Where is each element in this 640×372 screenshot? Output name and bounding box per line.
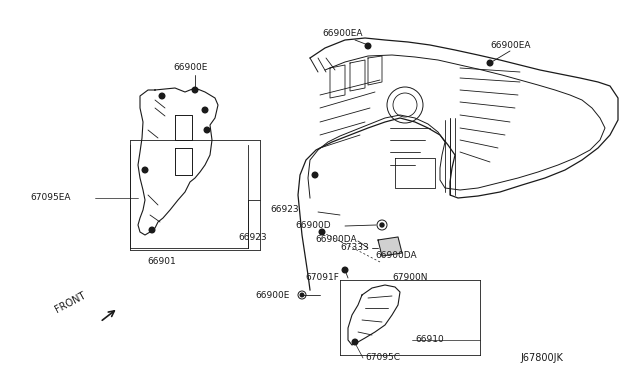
Circle shape (342, 267, 348, 273)
Circle shape (319, 229, 325, 235)
Text: 66900EA: 66900EA (490, 41, 531, 49)
Polygon shape (378, 237, 402, 256)
Text: J67800JK: J67800JK (520, 353, 563, 363)
Circle shape (380, 223, 384, 227)
Text: 67333: 67333 (340, 244, 369, 253)
Circle shape (352, 339, 358, 345)
Text: 67900N: 67900N (392, 273, 428, 282)
Text: FRONT: FRONT (53, 291, 88, 315)
Circle shape (487, 60, 493, 66)
Circle shape (300, 293, 304, 297)
Circle shape (192, 87, 198, 93)
Text: 67095EA: 67095EA (30, 193, 70, 202)
Circle shape (159, 93, 165, 99)
Text: 67091F: 67091F (305, 273, 339, 282)
Text: 66900D: 66900D (295, 221, 331, 230)
Text: 66900E: 66900E (173, 64, 207, 73)
Circle shape (312, 172, 318, 178)
Circle shape (202, 107, 208, 113)
Circle shape (149, 227, 155, 233)
Text: 66901: 66901 (148, 257, 177, 266)
Text: 66923: 66923 (238, 234, 267, 243)
Text: 66900DA: 66900DA (315, 235, 356, 244)
Text: 67095C: 67095C (365, 353, 400, 362)
Text: 66900DA: 66900DA (375, 250, 417, 260)
Text: 66900EA: 66900EA (322, 29, 362, 38)
Circle shape (142, 167, 148, 173)
Text: 66923: 66923 (270, 205, 299, 215)
Circle shape (365, 43, 371, 49)
Text: 66910: 66910 (415, 336, 444, 344)
Text: 66900E: 66900E (255, 291, 289, 299)
Circle shape (204, 127, 210, 133)
